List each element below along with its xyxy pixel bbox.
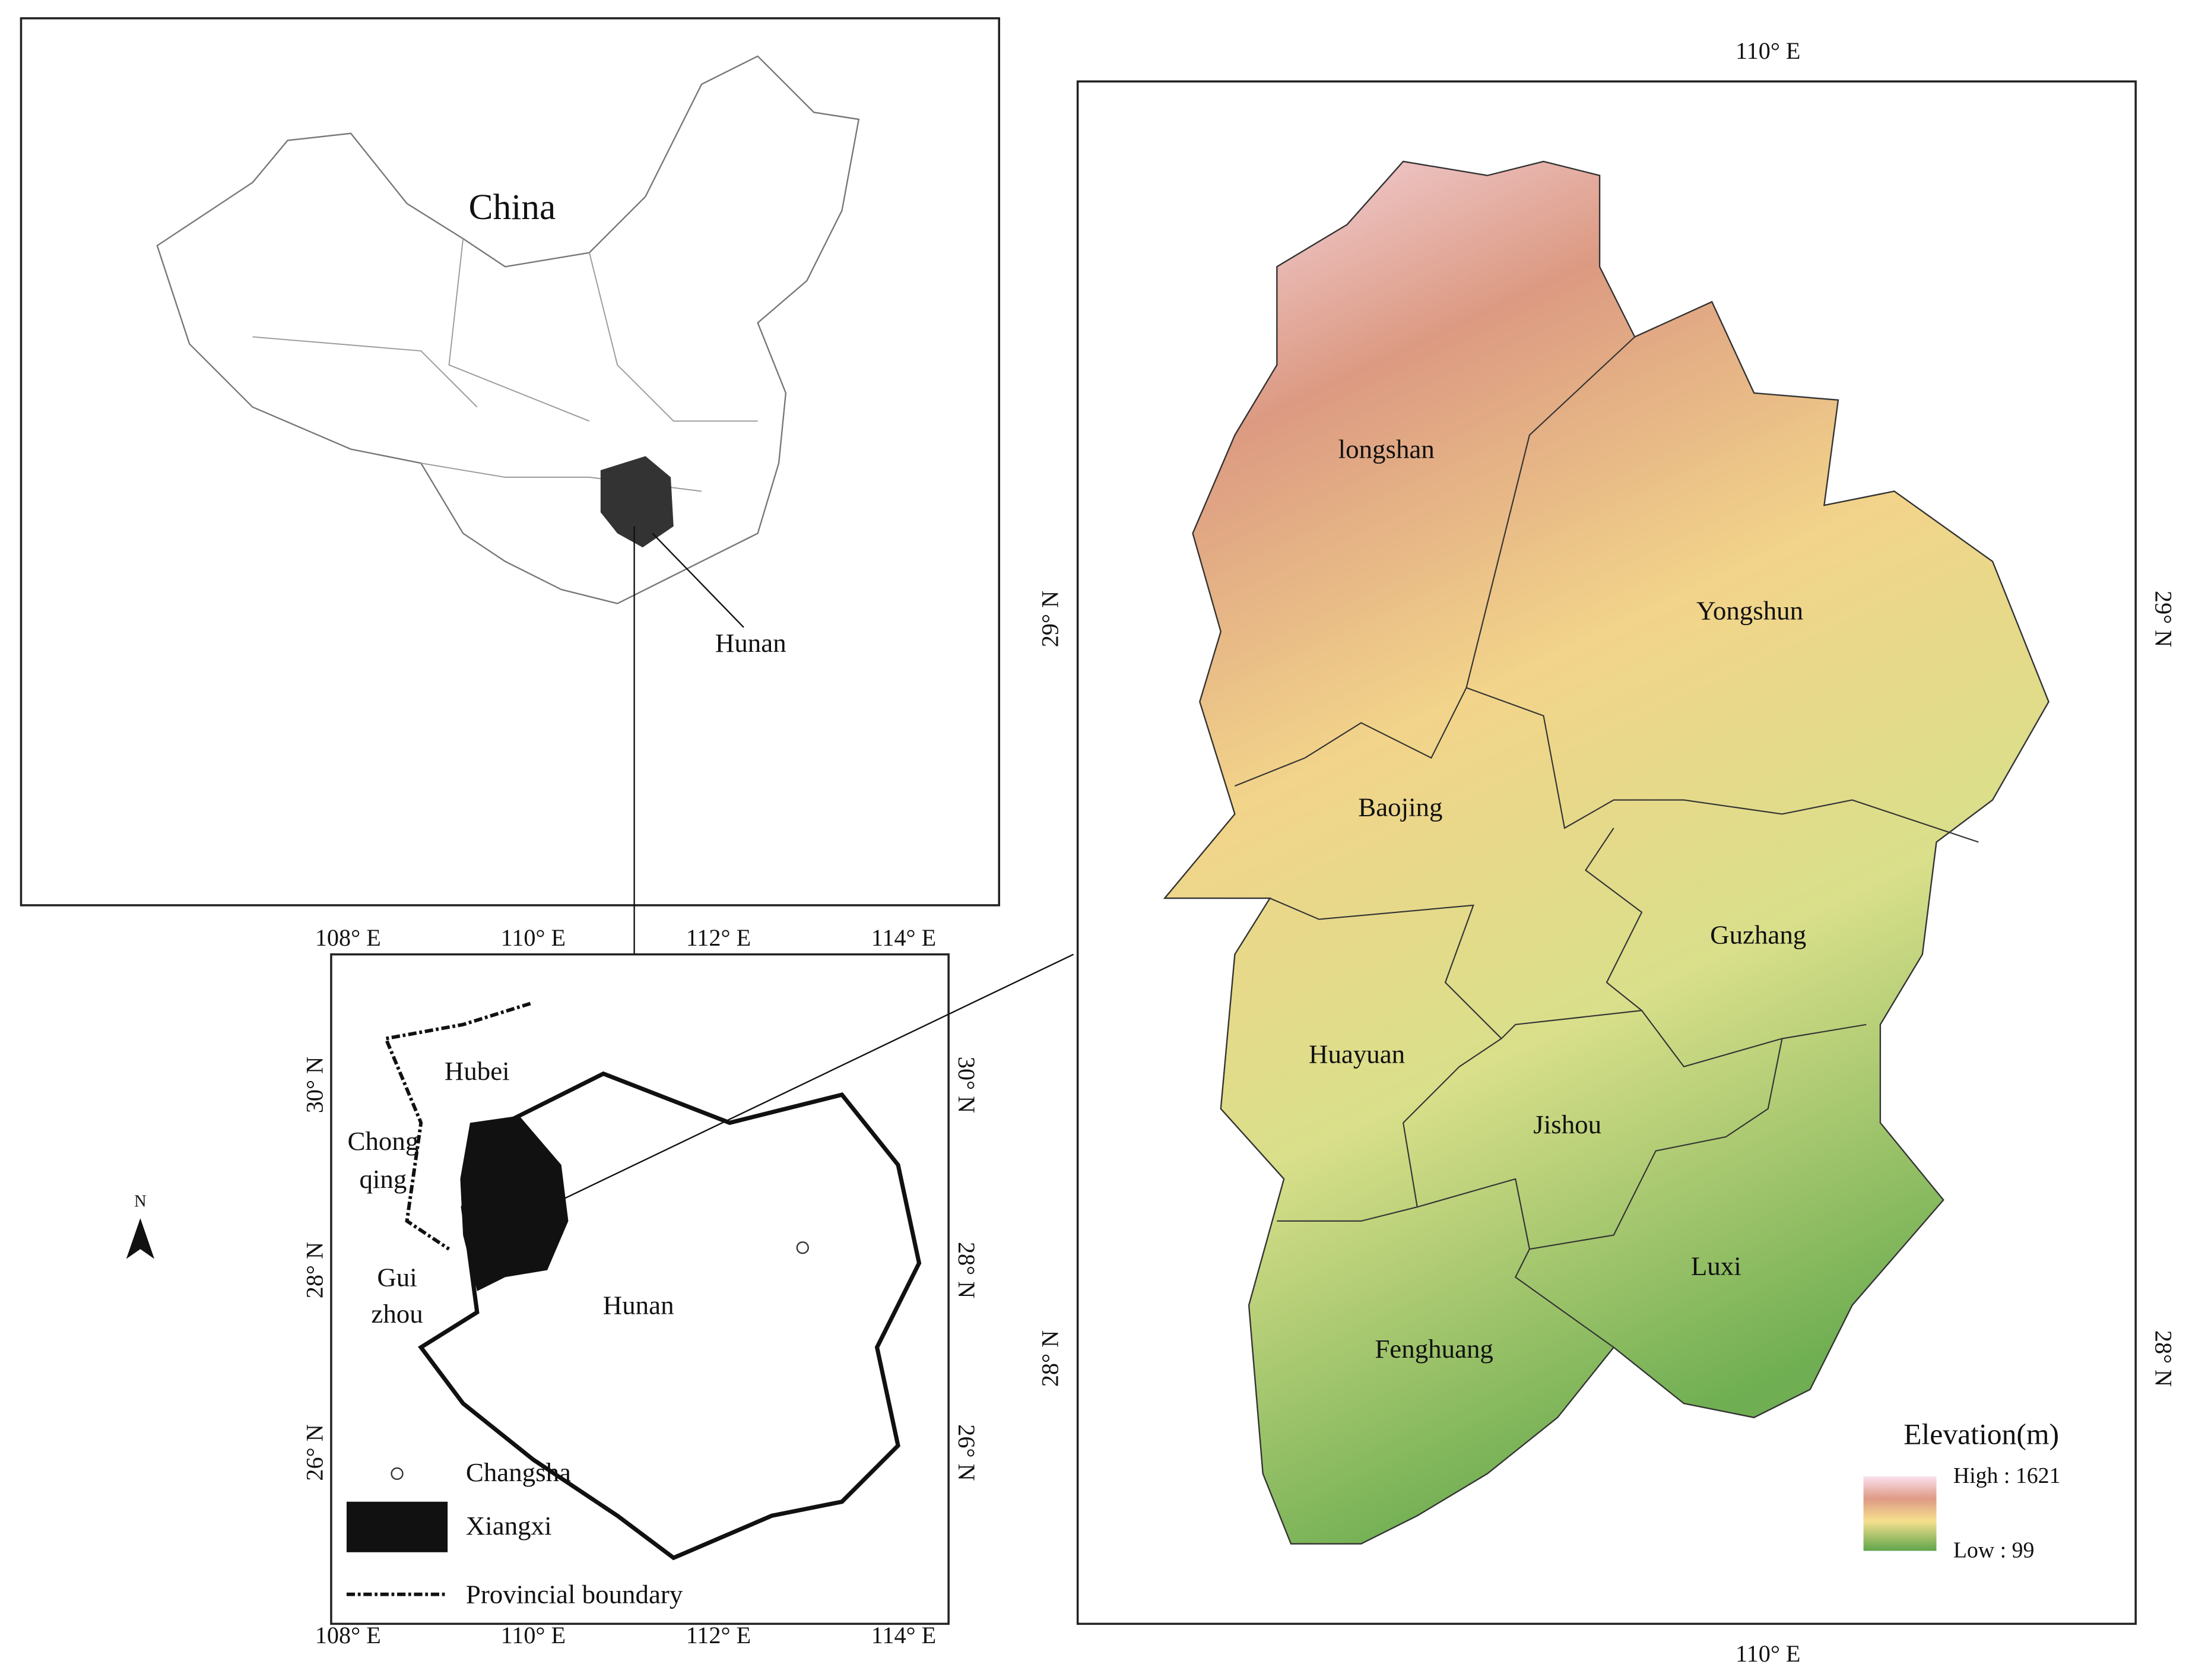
- bottom-tick: 110° E: [1736, 1640, 1800, 1667]
- right-tick: 30° N: [953, 1057, 980, 1113]
- legend-ramp: [1863, 1476, 1937, 1551]
- legend-low: Low : 99: [1953, 1538, 2035, 1562]
- legend-symbol: [391, 1467, 404, 1481]
- link-arrow: [561, 953, 1074, 1201]
- county-label: Luxi: [1691, 1251, 1741, 1281]
- north-arrow: [126, 1218, 155, 1259]
- region-label: Gui: [377, 1262, 417, 1292]
- province-lines: [252, 238, 758, 492]
- bottom-tick: 114° E: [871, 1622, 936, 1649]
- right-tick: 26° N: [953, 1424, 980, 1481]
- top-tick: 110° E: [501, 924, 566, 951]
- bottom-tick: 110° E: [501, 1622, 566, 1649]
- right-tick: 28° N: [953, 1242, 980, 1298]
- region-label: zhou: [371, 1299, 423, 1329]
- left-tick: 28° N: [302, 1242, 328, 1298]
- left-tick: 30° N: [302, 1057, 328, 1113]
- hunan-shape: [600, 456, 674, 548]
- left-tick: 29° N: [1036, 591, 1063, 647]
- county-label: Guzhang: [1710, 920, 1806, 950]
- county-label: Baojing: [1358, 792, 1442, 822]
- legend-symbol: [346, 1501, 448, 1552]
- legend-title: Elevation(m): [1904, 1418, 2059, 1450]
- legend-label: Xiangxi: [466, 1511, 552, 1540]
- elevation-frame: [1076, 80, 2137, 1625]
- county-borders: [1235, 336, 1979, 1348]
- provincial-boundary: [383, 1001, 531, 1251]
- top-tick: 108° E: [315, 924, 381, 951]
- legend-high: High : 1621: [1953, 1463, 2061, 1488]
- north-label: N: [134, 1193, 146, 1211]
- top-tick: 110° E: [1736, 37, 1800, 64]
- left-tick: 26° N: [302, 1424, 328, 1481]
- china-frame: [20, 17, 1001, 906]
- xiangxi-elevation: [1163, 160, 2050, 1545]
- changsha-marker: [796, 1241, 809, 1254]
- region-label: Hubei: [445, 1056, 510, 1086]
- county-label: Jishou: [1533, 1110, 1601, 1139]
- county-label: Yongshun: [1696, 596, 1803, 626]
- left-tick: 28° N: [1036, 1330, 1063, 1387]
- hunan-callout: Hunan: [715, 628, 786, 658]
- xiangxi-shape: [460, 1115, 569, 1292]
- china-outline: [156, 55, 860, 604]
- county-label: longshan: [1338, 435, 1435, 464]
- region-label: qing: [359, 1164, 407, 1194]
- region-label: Chong: [348, 1126, 419, 1156]
- top-tick: 114° E: [871, 924, 936, 951]
- county-label: Huayuan: [1309, 1039, 1405, 1069]
- right-tick: 28° N: [2150, 1330, 2177, 1387]
- legend-label: Changsha: [466, 1457, 571, 1487]
- legend-label: Provincial boundary: [466, 1580, 683, 1609]
- hunan-frame: [330, 953, 950, 1625]
- china-label: China: [468, 187, 556, 227]
- region-label: Hunan: [603, 1291, 674, 1320]
- bottom-tick: 112° E: [686, 1622, 751, 1649]
- callout-arrow: [652, 532, 744, 628]
- bottom-tick: 108° E: [315, 1622, 381, 1649]
- right-tick: 29° N: [2150, 591, 2177, 647]
- top-tick: 112° E: [686, 924, 751, 951]
- county-label: Fenghuang: [1375, 1334, 1493, 1364]
